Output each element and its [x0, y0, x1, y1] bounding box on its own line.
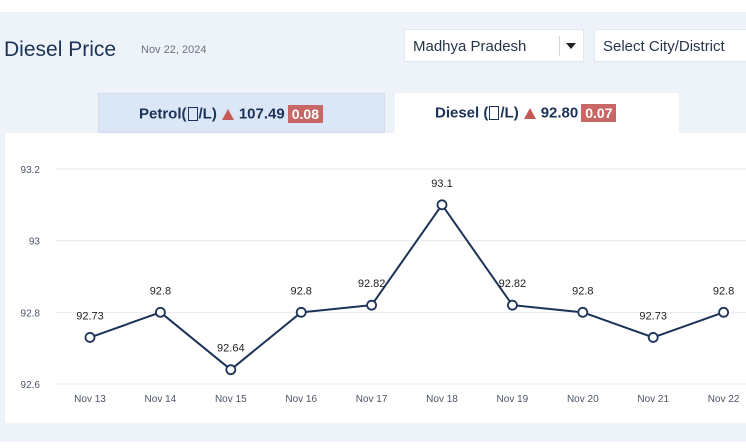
price-date: Nov 22, 2024: [141, 44, 207, 56]
price-chart: 92.6 92.8 93 93.2 Nov 13 Nov 14 Nov 15 Nov 16 No…: [5, 133, 746, 423]
data-label: 92.82: [499, 278, 527, 290]
tab-diesel-label: Diesel (: [435, 104, 489, 122]
data-label: 92.82: [358, 278, 386, 290]
data-label: 92.8: [713, 285, 734, 297]
x-tick-label: Nov 15: [215, 394, 247, 405]
x-tick-label: Nov 17: [356, 394, 388, 405]
rupee-icon: [187, 107, 198, 122]
data-label: 92.73: [639, 310, 667, 322]
data-point: [366, 299, 378, 311]
x-tick-label: Nov 18: [426, 394, 458, 405]
data-label: 92.8: [572, 285, 593, 297]
data-point: [154, 306, 166, 318]
y-tick-label: 93.2: [21, 165, 41, 176]
data-point: [84, 332, 96, 343]
price-up-icon: [221, 108, 234, 120]
data-label: 92.8: [150, 285, 171, 297]
price-up-icon: [523, 107, 536, 119]
city-dropdown[interactable]: Select City/District: [594, 29, 746, 62]
tab-diesel-price: 92.80: [540, 104, 579, 122]
data-label: 93.1: [431, 178, 452, 190]
x-tick-label: Nov 22: [708, 394, 740, 405]
data-point: [647, 332, 659, 343]
y-tick-label: 92.6: [21, 380, 41, 391]
data-label: 92.8: [290, 285, 311, 297]
y-tick-label: 93: [29, 237, 41, 248]
data-point: [577, 306, 589, 318]
tab-petrol-label: Petrol(: [139, 105, 187, 123]
price-chart-svg: 92.6 92.8 93 93.2 Nov 13 Nov 14 Nov 15 Nov 16 No…: [21, 165, 746, 405]
y-tick-label: 92.8: [21, 308, 41, 319]
series-line: [89, 203, 724, 371]
tab-diesel-change-badge: 0.07: [581, 104, 617, 123]
data-label: 92.64: [217, 343, 245, 355]
x-tick-label: Nov 14: [145, 394, 177, 405]
data-point: [225, 364, 237, 376]
page-title: Diesel Price: [4, 38, 117, 61]
x-tick-label: Nov 13: [74, 394, 106, 405]
state-dropdown[interactable]: Madhya Pradesh: [404, 29, 584, 62]
rupee-icon: [489, 106, 500, 121]
tab-diesel-unit: /L): [500, 104, 519, 122]
data-label: 92.73: [76, 310, 104, 322]
x-tick-label: Nov 16: [285, 394, 317, 405]
tab-petrol-change-badge: 0.08: [287, 105, 323, 124]
city-dropdown-value: Select City/District: [603, 38, 725, 55]
tab-diesel[interactable]: Diesel ( /L) 92.80 0.07: [395, 93, 679, 135]
dropdown-divider: [559, 36, 560, 56]
tab-petrol[interactable]: Petrol( /L) 107.49 0.08: [98, 93, 385, 133]
data-point: [506, 299, 518, 311]
x-tick-label: Nov 21: [637, 394, 669, 405]
data-point: [436, 199, 448, 211]
x-tick-label: Nov 20: [567, 394, 599, 405]
x-tick-label: Nov 19: [497, 394, 529, 405]
tab-petrol-unit: /L): [198, 105, 217, 123]
data-point: [718, 306, 729, 318]
chevron-down-icon[interactable]: [566, 43, 576, 49]
state-dropdown-value: Madhya Pradesh: [413, 38, 527, 55]
data-point: [295, 306, 307, 318]
tab-petrol-price: 107.49: [238, 105, 285, 123]
